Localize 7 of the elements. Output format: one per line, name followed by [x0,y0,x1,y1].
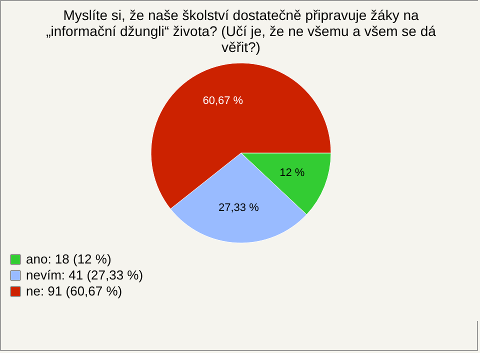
data-label: 12 % [280,167,305,180]
chart-title: Myslíte si, že naše školství dostatečně připravuje žáky na „informační džungli“ života? (Učí je, že ne všemu a všem se dá věřit?) [46,7,436,55]
legend-label: nevím: 41 (27,33 %) [26,268,144,282]
legend-label: ne: 91 (60,67 %) [26,284,122,298]
data-label: 60,67 % [202,95,244,108]
legend-label: ano: 18 (12 %) [26,252,112,266]
data-label: 27,33 % [218,202,260,214]
